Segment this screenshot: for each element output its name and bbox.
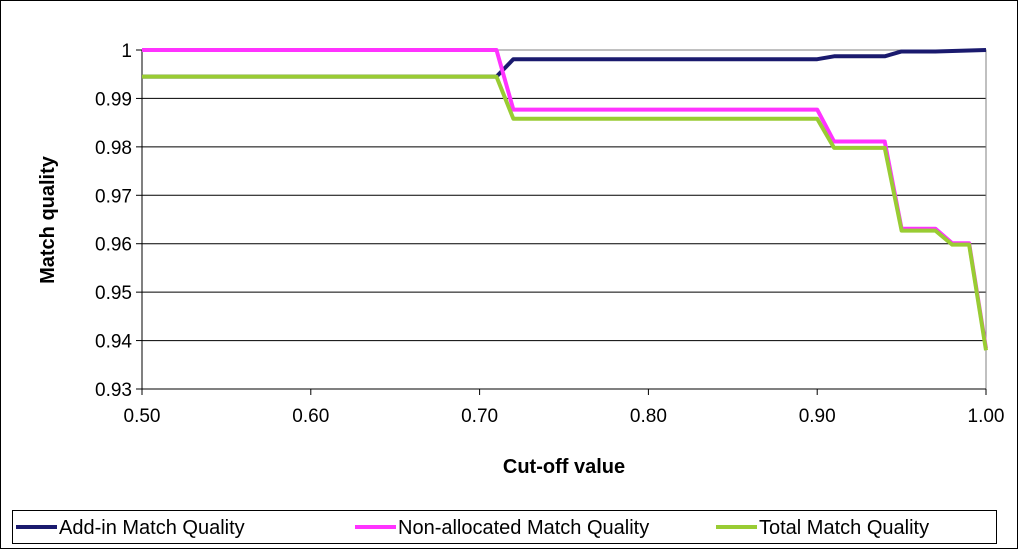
legend-label-total-match-quality: Total Match Quality [759, 517, 929, 539]
legend-label-add-in-match-quality: Add-in Match Quality [59, 517, 245, 539]
legend-box [12, 510, 997, 544]
y-axis: 0.93 0.94 0.95 0.96 0.97 0.98 0.99 1 [95, 41, 143, 401]
series-lines [142, 48, 988, 351]
y-tick-label: 0.94 [95, 332, 132, 353]
y-tick-label: 0.98 [95, 138, 132, 159]
y-tick-label: 1 [121, 41, 132, 62]
legend: Add-in Match Quality Non-allocated Match … [16, 517, 929, 539]
x-tick-label: 0.60 [292, 406, 329, 427]
series-line-total-match-quality [142, 74, 988, 351]
x-tick-label: 0.80 [630, 406, 667, 427]
y-tick-label: 0.95 [95, 283, 132, 304]
x-axis-title: Cut-off value [503, 456, 625, 478]
x-tick-label: 1.00 [968, 406, 1005, 427]
legend-label-non-allocated-match-quality: Non-allocated Match Quality [398, 517, 649, 539]
y-tick-label: 0.99 [95, 89, 132, 110]
x-axis: 0.50 0.60 0.70 0.80 0.90 1.00 [124, 388, 1005, 427]
x-tick-label: 0.70 [461, 406, 498, 427]
x-tick-label: 0.50 [124, 406, 161, 427]
x-tick-label: 0.90 [799, 406, 836, 427]
y-tick-label: 0.97 [95, 186, 132, 207]
y-tick-label: 0.93 [95, 380, 132, 401]
y-tick-label: 0.96 [95, 235, 132, 256]
series-line-non-allocated-match-quality [142, 48, 988, 349]
y-axis-title: Match quality [37, 155, 59, 284]
